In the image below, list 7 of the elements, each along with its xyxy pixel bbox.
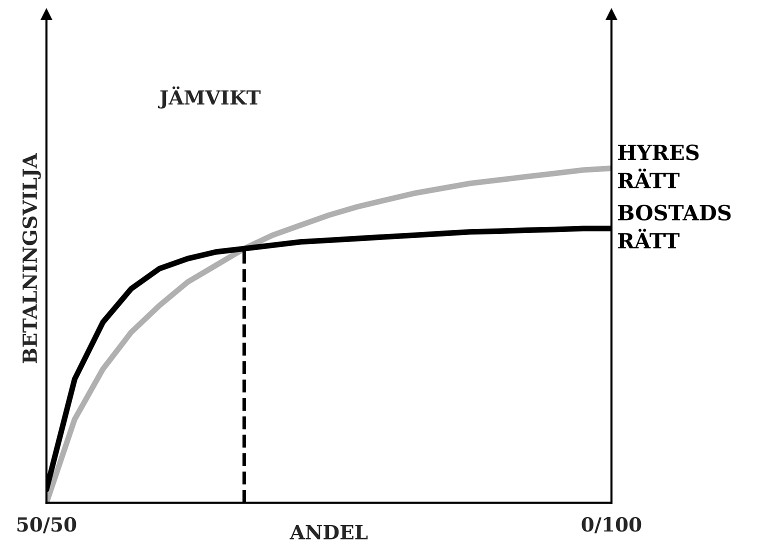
y-axis-title: BETALNINGSVILJA [22,152,41,364]
x-axis-title: ANDEL [290,525,368,540]
x-tick-label: 0/100 [582,517,642,534]
text: JÄMVIKT [158,86,261,109]
series-label: BOSTADS RÄTT [618,204,731,248]
x-tick-label: 50/50 [17,517,76,534]
series-label: HYRES RÄTT [618,144,699,188]
